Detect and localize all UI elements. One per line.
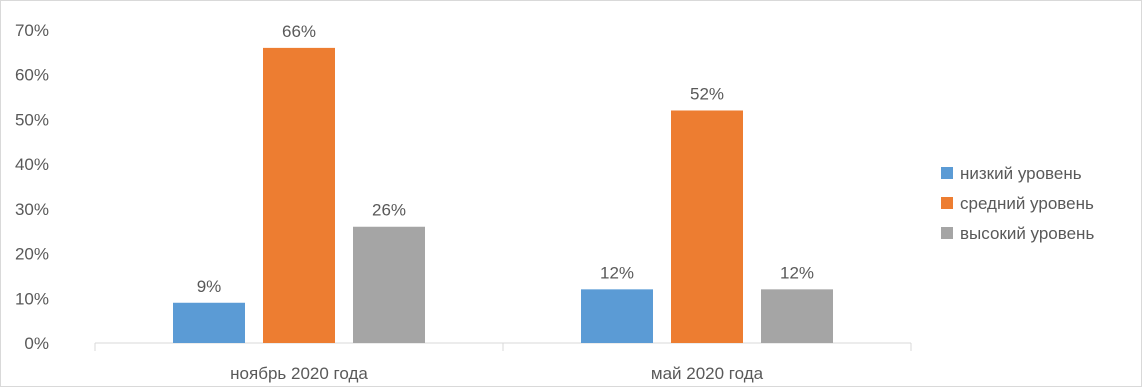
y-tick-label: 60% xyxy=(15,66,49,85)
bar xyxy=(581,289,653,343)
y-tick-label: 30% xyxy=(15,200,49,219)
y-tick-label: 40% xyxy=(15,155,49,174)
legend-swatch xyxy=(941,197,953,209)
legend-swatch xyxy=(941,227,953,239)
data-label: 52% xyxy=(690,84,724,103)
data-label: 66% xyxy=(282,22,316,41)
bar xyxy=(671,110,743,343)
y-tick-label: 50% xyxy=(15,110,49,129)
legend-label: низкий уровень xyxy=(960,164,1082,183)
category-label: ноябрь 2020 года xyxy=(230,364,368,383)
y-tick-label: 20% xyxy=(15,245,49,264)
bar xyxy=(761,289,833,343)
bar xyxy=(353,226,425,343)
category-label: май 2020 года xyxy=(651,364,764,383)
legend-label: высокий уровень xyxy=(960,224,1094,243)
legend-label: средний уровень xyxy=(960,194,1094,213)
data-label: 26% xyxy=(372,201,406,220)
legend-swatch xyxy=(941,167,953,179)
data-label: 9% xyxy=(197,277,222,296)
bar xyxy=(263,47,335,344)
bar xyxy=(173,302,245,343)
data-label: 12% xyxy=(600,263,634,282)
y-tick-label: 0% xyxy=(24,334,49,353)
data-label: 12% xyxy=(780,263,814,282)
y-tick-label: 70% xyxy=(15,21,49,40)
y-tick-label: 10% xyxy=(15,289,49,308)
